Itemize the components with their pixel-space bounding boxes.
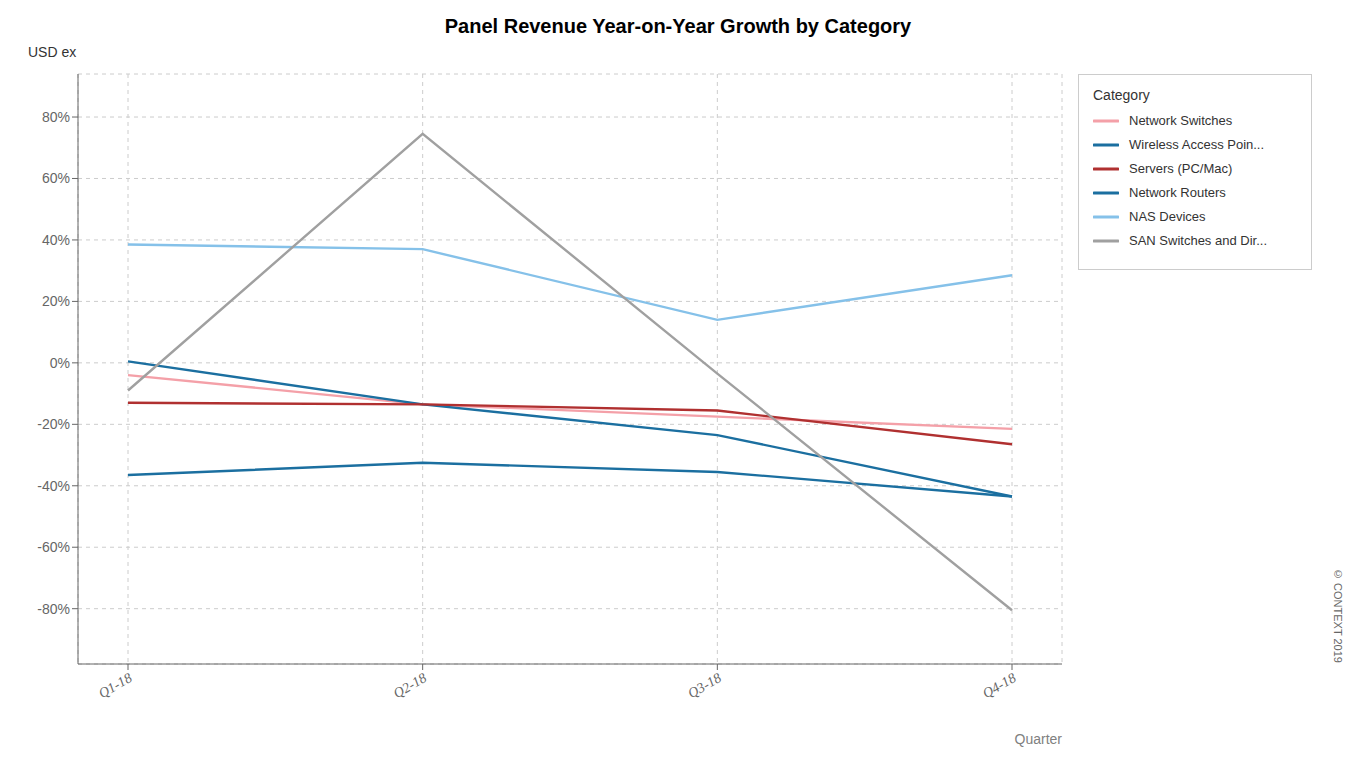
svg-text:40%: 40% — [42, 232, 70, 248]
html-text:Wireless Access Poin...: Wireless Access Poin... — [1129, 137, 1265, 152]
html-text:Category: Category — [1093, 87, 1150, 103]
html-text:Servers (PC/Mac): Servers (PC/Mac) — [1129, 161, 1233, 176]
html-text:© CONTEXT 2019: © CONTEXT 2019 — [1332, 568, 1344, 663]
svg-text:-20%: -20% — [37, 416, 70, 432]
svg-text:80%: 80% — [42, 109, 70, 125]
html-text:USD ex: USD ex — [28, 44, 77, 60]
svg-text:-60%: -60% — [37, 539, 70, 555]
html-text:Network Switches: Network Switches — [1129, 113, 1233, 128]
svg-text:Q4-18: Q4-18 — [980, 670, 1018, 701]
svg-text:-40%: -40% — [37, 478, 70, 494]
html-text:SAN Switches and Dir...: SAN Switches and Dir... — [1129, 233, 1267, 248]
html-text:NAS Devices: NAS Devices — [1129, 209, 1206, 224]
svg-text:-80%: -80% — [37, 601, 70, 617]
svg-text:0%: 0% — [50, 355, 70, 371]
svg-text:Q3-18: Q3-18 — [685, 670, 723, 701]
html-text:Network Routers: Network Routers — [1129, 185, 1226, 200]
svg-text:Q1-18: Q1-18 — [96, 670, 134, 701]
svg-text:Q2-18: Q2-18 — [391, 670, 429, 701]
svg-text:60%: 60% — [42, 170, 70, 186]
html-text:Panel Revenue Year-on-Year Gro: Panel Revenue Year-on-Year Growth by Cat… — [444, 15, 912, 37]
svg-text:20%: 20% — [42, 293, 70, 309]
svg-text:Quarter: Quarter — [1015, 731, 1063, 747]
